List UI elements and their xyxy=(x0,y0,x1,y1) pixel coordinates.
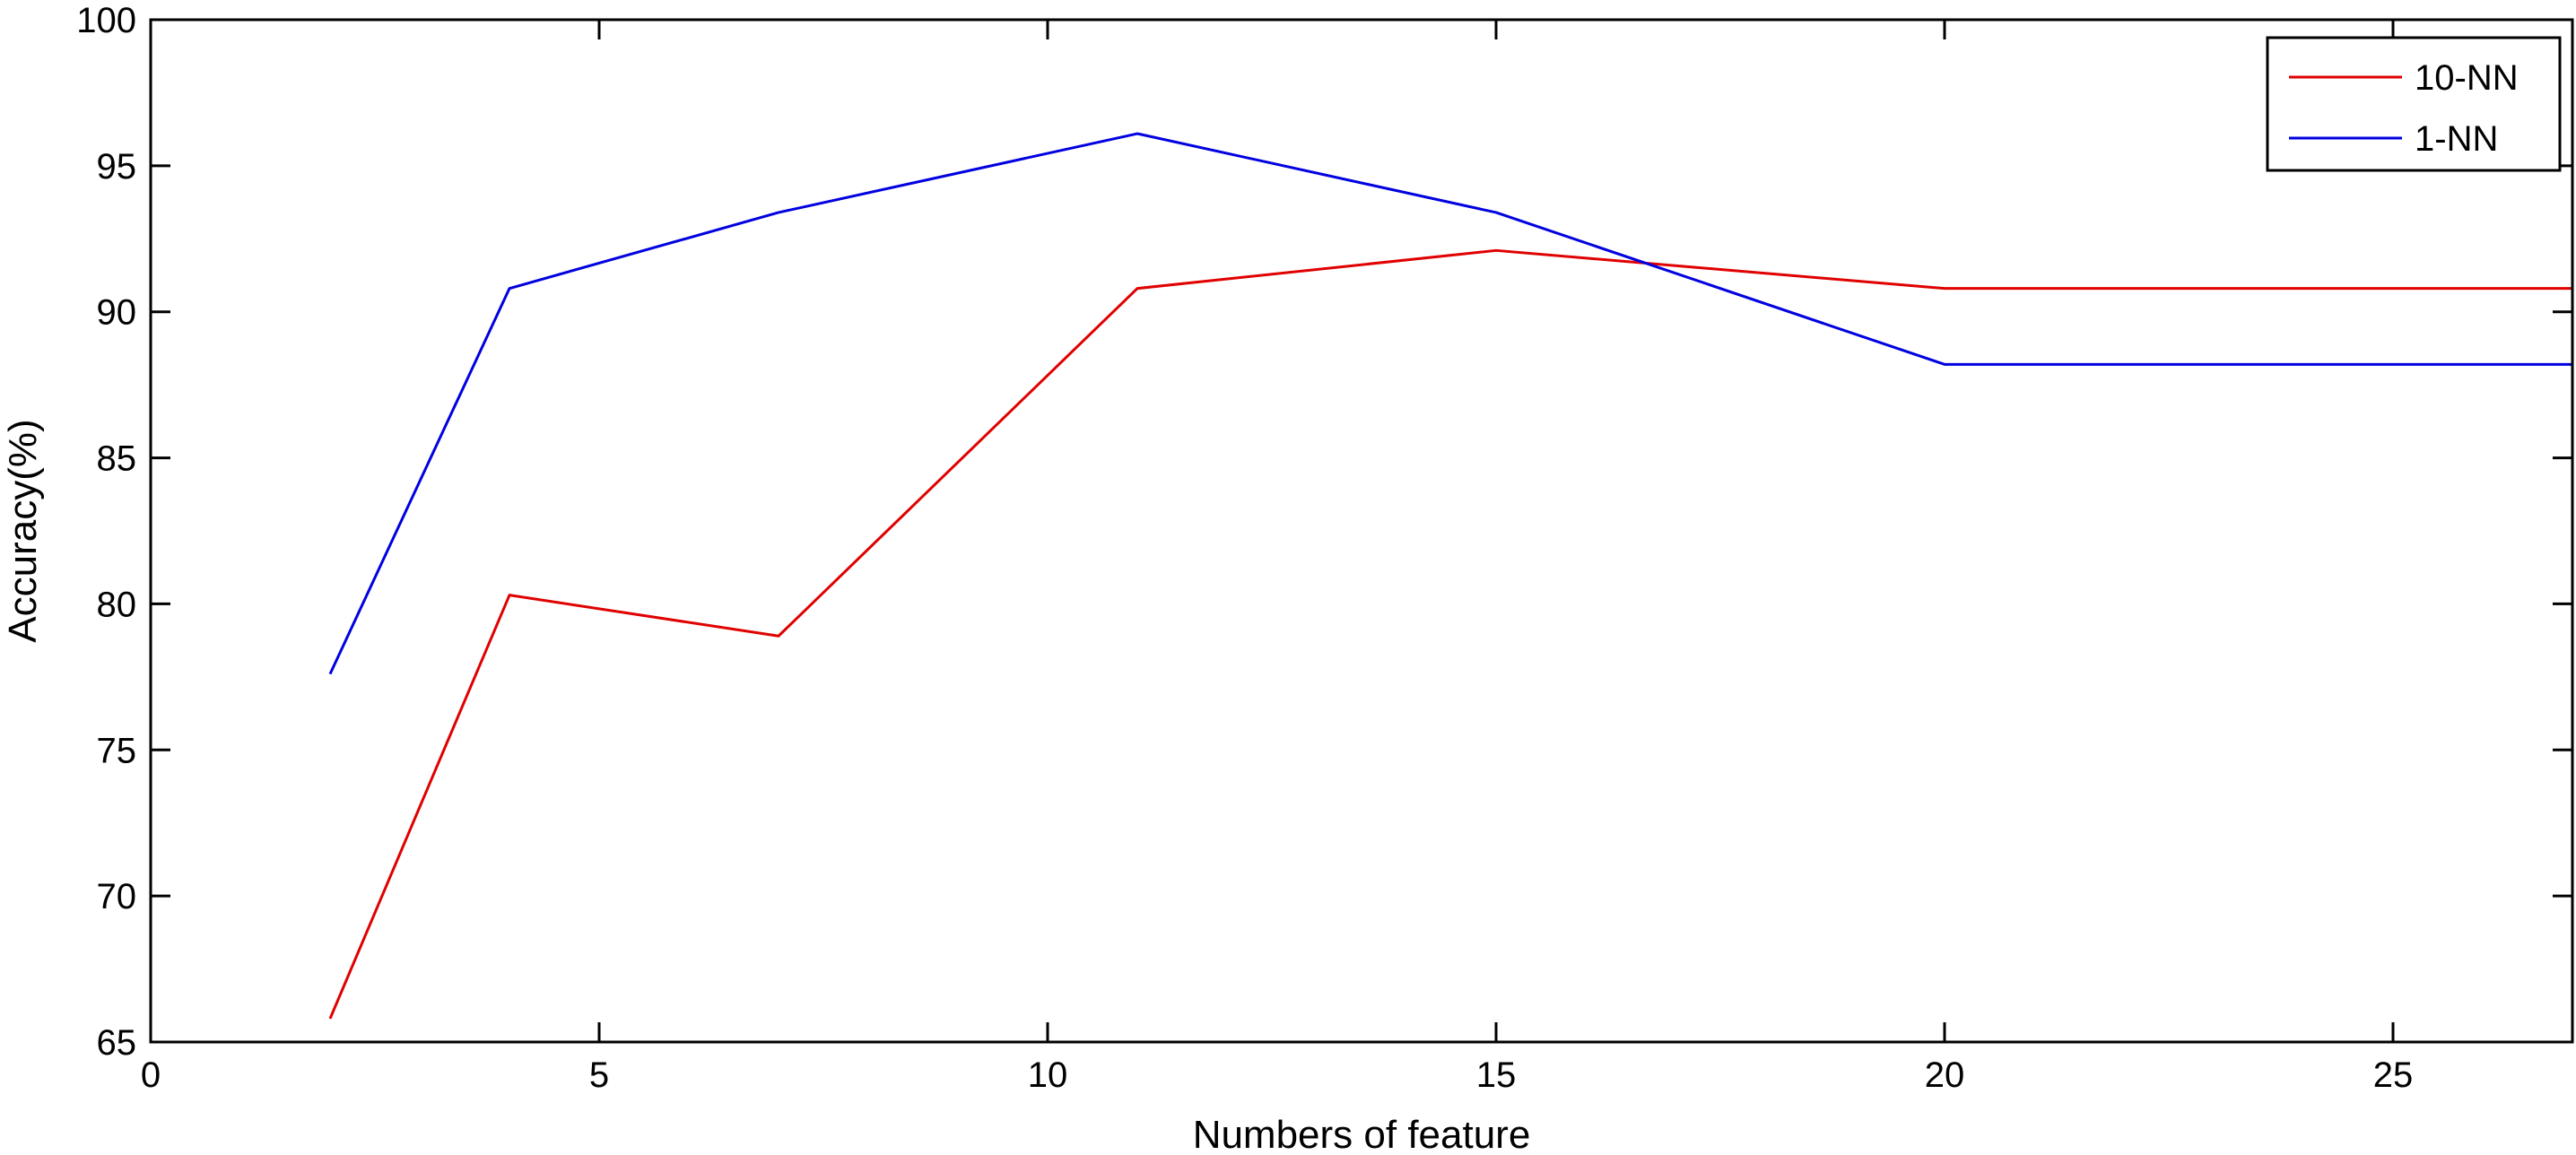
ticks-layer: 0 5 10 15 20 25 65 70 75 80 85 90 95 100 xyxy=(76,1,2572,1095)
y-tick-label: 80 xyxy=(97,585,137,624)
x-tick-label: 0 xyxy=(141,1055,161,1095)
y-tick-label: 95 xyxy=(97,147,137,187)
x-tick-label: 10 xyxy=(1028,1055,1068,1095)
plot-frame xyxy=(149,18,2574,1044)
y-tick-label: 85 xyxy=(97,439,137,479)
y-tick-label: 90 xyxy=(97,293,137,333)
y-tick-label: 70 xyxy=(97,877,137,916)
legend: 10-NN 1-NN xyxy=(2266,36,2562,172)
x-axis-title: Numbers of feature xyxy=(1193,1113,1531,1155)
y-tick-label: 75 xyxy=(97,731,137,770)
legend-box xyxy=(2266,36,2562,172)
y-tick-label: 100 xyxy=(76,1,136,40)
x-tick-label: 20 xyxy=(1925,1055,1965,1095)
legend-label-10nn: 10-NN xyxy=(2415,58,2519,98)
x-tick-label: 5 xyxy=(589,1055,609,1095)
x-tick-label: 25 xyxy=(2373,1055,2414,1095)
y-axis-title: Accuracy(%) xyxy=(1,419,45,642)
legend-label-1nn: 1-NN xyxy=(2415,119,2498,159)
x-tick-label: 15 xyxy=(1476,1055,1517,1095)
y-tick-label: 65 xyxy=(97,1023,137,1063)
